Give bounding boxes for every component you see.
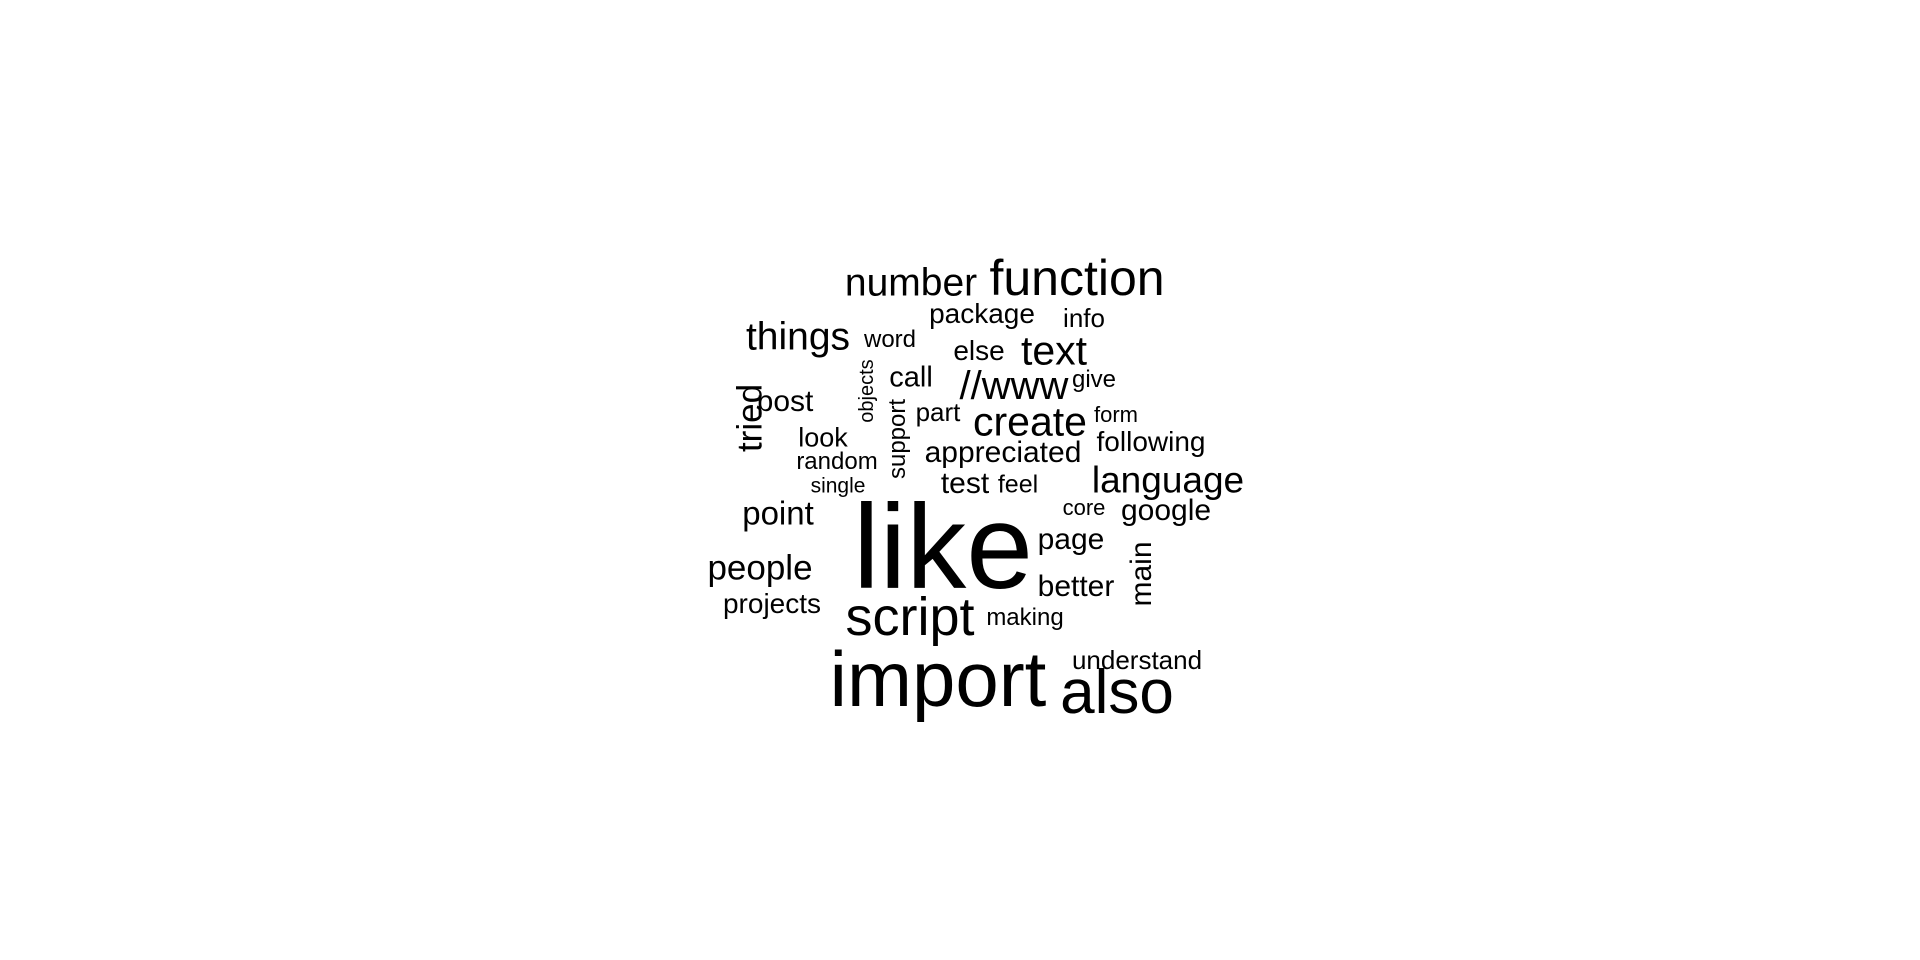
word-create: create bbox=[973, 398, 1087, 445]
word-info: info bbox=[1063, 303, 1105, 333]
word-support: support bbox=[884, 398, 911, 480]
word-random: random bbox=[796, 448, 878, 475]
word-part: part bbox=[915, 397, 961, 427]
word-core: core bbox=[1062, 495, 1106, 520]
word-feel: feel bbox=[997, 470, 1039, 499]
word-better: better bbox=[1037, 570, 1115, 603]
word-call: call bbox=[889, 361, 933, 394]
word-like: like bbox=[852, 480, 1034, 614]
word-test: test bbox=[940, 467, 990, 500]
word-also: also bbox=[1060, 658, 1174, 727]
word-www: //www bbox=[959, 364, 1069, 408]
word-page: page bbox=[1037, 523, 1105, 556]
word-understand: understand bbox=[1071, 645, 1203, 675]
word-word: word bbox=[863, 326, 917, 353]
word-post: post bbox=[756, 385, 814, 418]
word-text: text bbox=[1020, 327, 1088, 374]
word-give: give bbox=[1071, 366, 1117, 393]
word-function: function bbox=[989, 250, 1165, 306]
word-making: making bbox=[986, 604, 1064, 631]
word-form: form bbox=[1094, 402, 1138, 427]
word-script: script bbox=[845, 587, 975, 647]
word-objects: objects bbox=[856, 359, 878, 423]
word-language: language bbox=[1091, 459, 1245, 501]
word-things: things bbox=[745, 315, 851, 359]
word-import: import bbox=[829, 635, 1047, 723]
word-look: look bbox=[798, 422, 848, 453]
word-else: else bbox=[953, 335, 1005, 366]
word-main: main bbox=[1125, 541, 1158, 607]
word-package: package bbox=[929, 298, 1035, 329]
word-appreciated: appreciated bbox=[924, 436, 1082, 469]
word-projects: projects bbox=[722, 588, 822, 619]
word-people: people bbox=[707, 548, 813, 588]
word-single: single bbox=[810, 474, 866, 498]
word-number: number bbox=[844, 261, 978, 305]
word-google: google bbox=[1120, 494, 1212, 527]
word-point: point bbox=[742, 494, 814, 532]
word-following: following bbox=[1096, 426, 1206, 457]
